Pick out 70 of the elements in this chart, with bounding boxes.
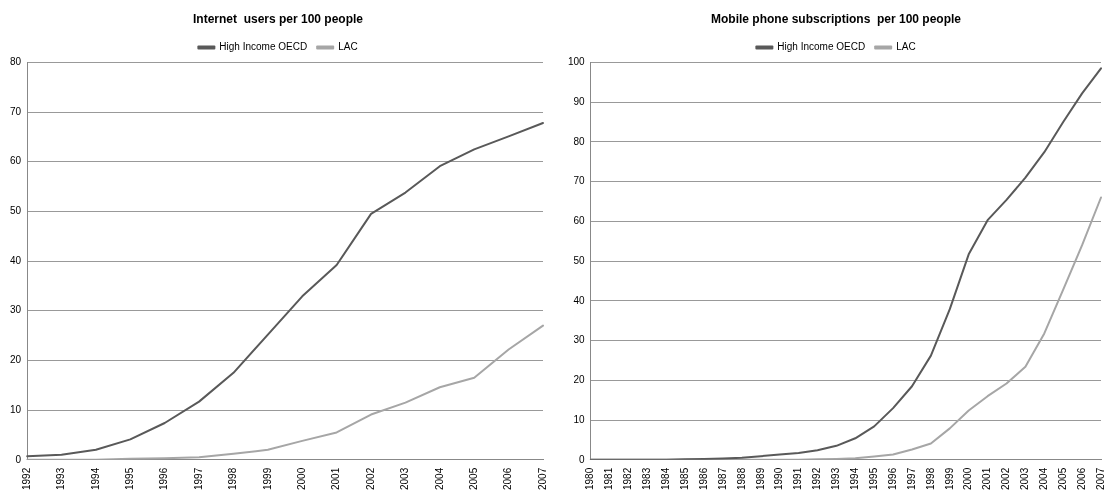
x-tick-label: 1993 xyxy=(830,467,842,490)
x-tick-label: 1985 xyxy=(678,467,690,490)
x-tick-label: 1995 xyxy=(124,467,136,490)
y-tick-label: 40 xyxy=(573,294,586,306)
x-tick-label: 2004 xyxy=(433,467,445,490)
chart-title: Internet users per 100 people xyxy=(192,11,364,26)
legend-label: High Income OECD xyxy=(777,41,866,53)
x-tick-label: 2000 xyxy=(962,467,974,490)
x-tick-label: 1998 xyxy=(227,467,239,490)
x-tick-label: 2001 xyxy=(330,467,342,490)
x-tick-label: 2004 xyxy=(1038,467,1050,490)
x-tick-label: 1991 xyxy=(792,467,804,490)
x-tick-label: 1995 xyxy=(867,467,879,490)
y-tick-label: 40 xyxy=(10,254,22,266)
x-tick-label: 1994 xyxy=(89,467,101,490)
x-tick-label: 1981 xyxy=(603,467,615,490)
x-tick-label: 1998 xyxy=(924,467,936,490)
y-tick-label: 60 xyxy=(573,215,586,227)
x-tick-label: 2005 xyxy=(467,467,479,490)
x-tick-label: 1986 xyxy=(697,467,709,490)
x-tick-label: 1987 xyxy=(716,467,728,490)
y-tick-label: 20 xyxy=(10,354,22,366)
y-tick-label: 80 xyxy=(573,135,586,147)
x-tick-label: 1997 xyxy=(192,467,204,490)
x-tick-label: 1982 xyxy=(622,467,634,490)
x-tick-label: 1994 xyxy=(849,467,861,490)
y-tick-label: 70 xyxy=(10,105,22,117)
x-tick-label: 2002 xyxy=(1000,467,1012,490)
y-tick-label: 70 xyxy=(573,175,586,187)
x-tick-label: 2006 xyxy=(502,467,514,490)
y-tick-label: 30 xyxy=(10,304,22,316)
x-tick-label: 1984 xyxy=(660,467,672,490)
y-tick-label: 10 xyxy=(10,403,22,415)
y-tick-label: 0 xyxy=(15,453,22,465)
y-tick-label: 0 xyxy=(579,453,586,465)
y-tick-label: 50 xyxy=(573,254,586,266)
x-tick-label: 2000 xyxy=(296,467,308,490)
legend-label: LAC xyxy=(896,41,916,53)
x-tick-label: 1996 xyxy=(158,467,170,490)
y-tick-label: 100 xyxy=(568,56,586,68)
y-tick-label: 30 xyxy=(573,334,586,346)
y-tick-label: 80 xyxy=(10,56,22,68)
x-tick-label: 1989 xyxy=(754,467,766,490)
y-tick-label: 10 xyxy=(573,413,586,425)
x-tick-label: 2007 xyxy=(1094,467,1106,490)
x-tick-label: 1992 xyxy=(20,467,32,490)
legend-label: LAC xyxy=(338,41,358,53)
x-tick-label: 1992 xyxy=(811,467,823,490)
x-tick-label: 1997 xyxy=(905,467,917,490)
x-tick-label: 1990 xyxy=(773,467,785,490)
y-tick-label: 90 xyxy=(573,95,586,107)
x-tick-label: 2007 xyxy=(536,467,548,490)
x-tick-label: 2003 xyxy=(1019,467,1031,490)
x-tick-label: 1993 xyxy=(55,467,67,490)
x-tick-label: 2005 xyxy=(1056,467,1068,490)
x-tick-label: 1988 xyxy=(735,467,747,490)
x-tick-label: 1996 xyxy=(886,467,898,490)
x-tick-label: 1999 xyxy=(943,467,955,490)
legend-label: High Income OECD xyxy=(219,41,308,53)
x-tick-label: 1999 xyxy=(261,467,273,490)
chart-title: Mobile phone subscriptions per 100 people xyxy=(710,11,962,26)
y-tick-label: 50 xyxy=(10,205,22,217)
x-tick-label: 2001 xyxy=(981,467,993,490)
y-tick-label: 20 xyxy=(573,374,586,386)
y-tick-label: 60 xyxy=(10,155,22,167)
x-tick-label: 2002 xyxy=(364,467,376,490)
x-tick-label: 1983 xyxy=(641,467,653,490)
x-tick-label: 2003 xyxy=(399,467,411,490)
x-tick-label: 1980 xyxy=(584,467,596,490)
x-tick-label: 2006 xyxy=(1075,467,1087,490)
